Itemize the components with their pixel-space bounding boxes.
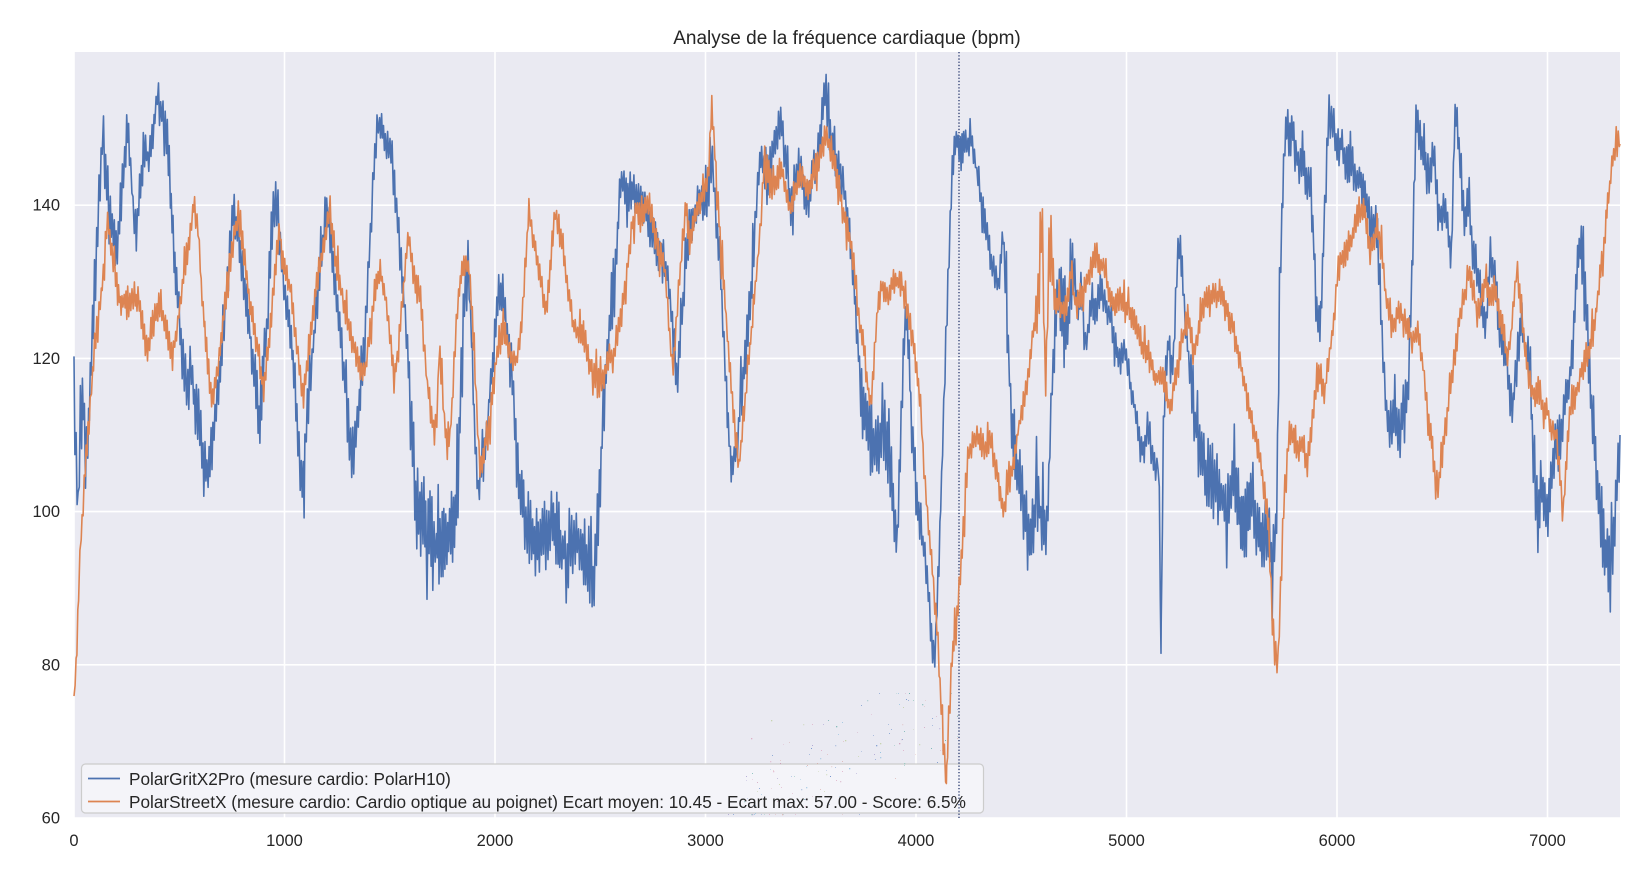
svg-text:PolarStreetX (mesure cardio: C: PolarStreetX (mesure cardio: Cardio opti… bbox=[129, 792, 966, 812]
svg-text:PolarGritX2Pro (mesure cardio:: PolarGritX2Pro (mesure cardio: PolarH10) bbox=[129, 769, 451, 789]
svg-text:100: 100 bbox=[32, 503, 60, 521]
svg-text:140: 140 bbox=[32, 197, 60, 215]
svg-text:1000: 1000 bbox=[266, 832, 303, 850]
svg-text:Analyse de la fréquence cardia: Analyse de la fréquence cardiaque (bpm) bbox=[673, 28, 1020, 49]
svg-text:80: 80 bbox=[42, 656, 60, 674]
svg-text:4000: 4000 bbox=[898, 832, 935, 850]
svg-text:2000: 2000 bbox=[477, 832, 514, 850]
svg-text:3000: 3000 bbox=[687, 832, 724, 850]
svg-text:60: 60 bbox=[42, 810, 60, 828]
svg-text:7000: 7000 bbox=[1529, 832, 1566, 850]
svg-text:5000: 5000 bbox=[1108, 832, 1145, 850]
svg-text:0: 0 bbox=[69, 832, 78, 850]
svg-text:6000: 6000 bbox=[1319, 832, 1356, 850]
svg-text:120: 120 bbox=[32, 350, 60, 368]
